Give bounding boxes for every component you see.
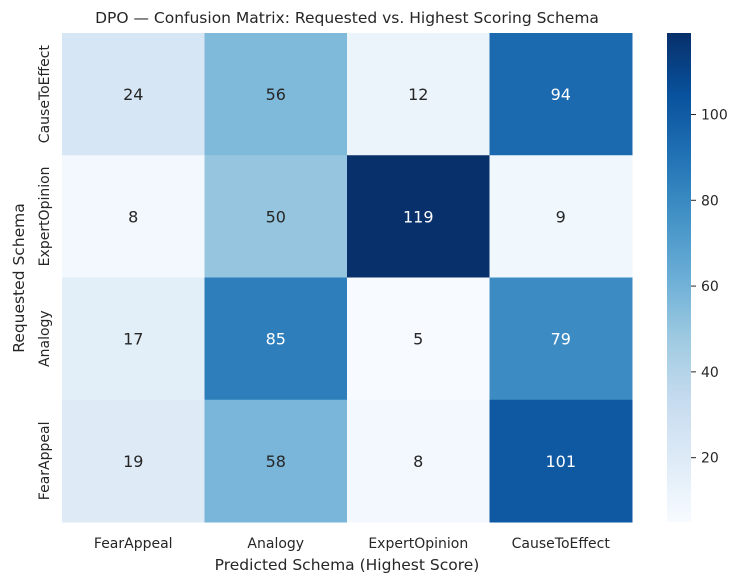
- heatmap-cell: [204, 399, 348, 523]
- y-tick-label: ExpertOpinion: [37, 166, 53, 266]
- heatmap-cell: [62, 277, 205, 401]
- cell-value-label: 50: [266, 207, 286, 226]
- cell-value-label: 24: [123, 85, 143, 104]
- colorbar: [667, 33, 691, 522]
- cell-value-label: 9: [556, 207, 566, 226]
- heatmap-cell: [489, 399, 633, 523]
- cell-value-label: 19: [123, 452, 143, 471]
- heatmap-cells: 24 56 12 94 8 50 119 9 17 85 5 79 19 58 8 101: [62, 33, 633, 523]
- heatmap-cell: [489, 277, 633, 401]
- cell-value-label: 58: [266, 452, 286, 471]
- cell-value-label: 79: [551, 330, 571, 349]
- cell-value-label: 17: [123, 330, 143, 349]
- cell-value-label: 119: [403, 207, 434, 226]
- y-tick-label: FearAppeal: [37, 422, 53, 501]
- heatmap-cell: [347, 33, 490, 156]
- colorbar-ticks: 20 40 60 80 100: [691, 108, 728, 467]
- heatmap-cell: [489, 155, 633, 278]
- cell-value-label: 8: [413, 452, 423, 471]
- heatmap-cell: [204, 33, 348, 156]
- colorbar-tick-label: 80: [701, 193, 719, 209]
- heatmap-cell: [204, 155, 348, 278]
- heatmap-cell: [62, 33, 205, 156]
- x-tick-labels: FearAppeal Analogy ExpertOpinion CauseToEff…: [94, 536, 610, 552]
- cell-value-label: 56: [266, 85, 286, 104]
- x-axis-label: Predicted Schema (Highest Score): [215, 556, 480, 574]
- heatmap-cell: [204, 277, 348, 401]
- y-axis-label: Requested Schema: [10, 203, 28, 353]
- x-tick-label: ExpertOpinion: [368, 536, 468, 552]
- x-tick-label: Analogy: [247, 536, 304, 552]
- y-tick-labels: CauseToEffect ExpertOpinion Analogy FearApp…: [37, 45, 53, 501]
- colorbar-tick-label: 20: [701, 451, 719, 467]
- heatmap-cell: [347, 277, 490, 401]
- colorbar-tick-label: 40: [701, 365, 719, 381]
- x-tick-label: CauseToEffect: [512, 536, 611, 552]
- cell-value-label: 8: [128, 207, 138, 226]
- colorbar-tick-label: 60: [701, 279, 719, 295]
- cell-value-label: 85: [266, 330, 286, 349]
- heatmap-cell: [62, 155, 205, 278]
- y-tick-label: Analogy: [37, 310, 53, 367]
- heatmap-cell: [62, 399, 205, 523]
- cell-value-label: 12: [408, 85, 428, 104]
- heatmap-cell: [489, 33, 633, 156]
- chart-title: DPO — Confusion Matrix: Requested vs. Hi…: [95, 9, 599, 27]
- colorbar-tick-label: 100: [701, 108, 728, 124]
- heatmap-cell: [347, 155, 490, 278]
- cell-value-label: 94: [551, 85, 571, 104]
- cell-value-label: 5: [413, 330, 423, 349]
- heatmap-cell: [347, 399, 490, 523]
- x-tick-label: FearAppeal: [94, 536, 173, 552]
- cell-value-label: 101: [545, 452, 576, 471]
- y-tick-label: CauseToEffect: [37, 45, 53, 144]
